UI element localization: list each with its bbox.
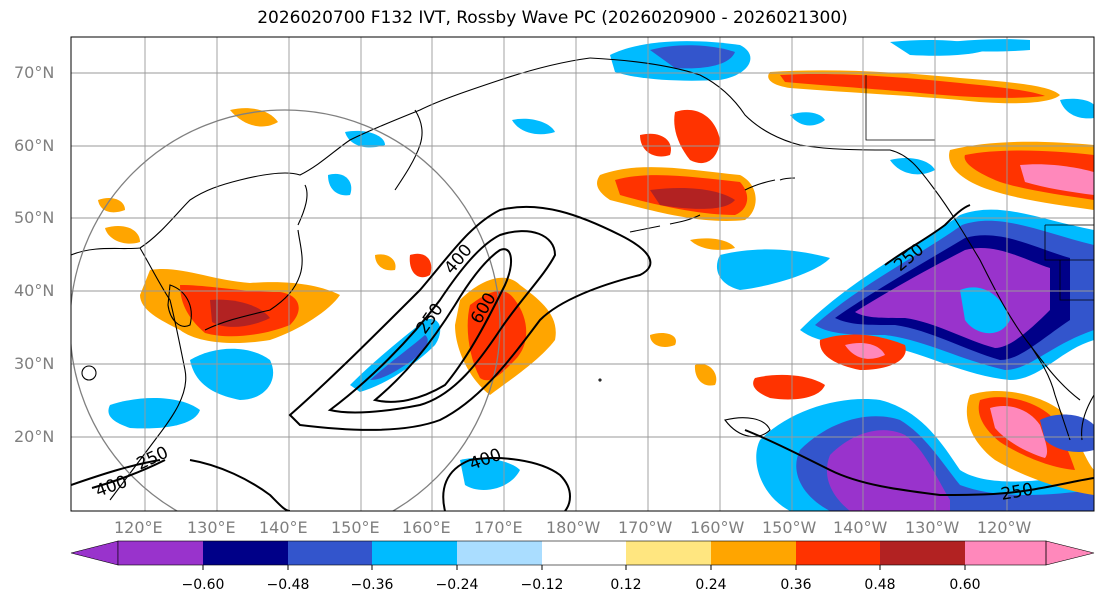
ivt-contours	[71, 204, 1094, 511]
lat-label: 60°N	[14, 136, 55, 155]
lon-label: 130°E	[187, 518, 236, 537]
colorbar-tick-label: −0.36	[350, 577, 394, 593]
colorbar-tick-label: 0.36	[780, 577, 812, 593]
map-frame	[70, 36, 1095, 512]
graticule	[71, 37, 1094, 511]
lon-label: 170°W	[618, 518, 673, 537]
lon-label: 120°W	[977, 518, 1032, 537]
colorbar-segment	[880, 541, 965, 565]
lat-label: 50°N	[14, 208, 55, 227]
colorbar-tick-label: 0.24	[695, 577, 727, 593]
colorbar-tick-label: −0.60	[181, 577, 225, 593]
colorbar-segment	[711, 541, 796, 565]
lon-label: 140°E	[259, 518, 308, 537]
map-area: 400 600 250 400 250 400 250 250	[71, 37, 1094, 511]
contour-label: 250	[134, 443, 172, 475]
colorbar-segment	[372, 541, 457, 565]
lon-label: 170°E	[474, 518, 523, 537]
colorbar-segment	[796, 541, 880, 565]
colorbar-segment	[118, 541, 203, 565]
lat-label: 30°N	[14, 354, 55, 373]
colorbar-tick-label: −0.12	[520, 577, 564, 593]
lon-label: 180°W	[546, 518, 601, 537]
colorbar-segment	[203, 541, 288, 565]
colorbar-extend-low	[70, 540, 119, 566]
lat-label: 20°N	[14, 427, 55, 446]
colorbar-tick-label: −0.24	[435, 577, 479, 593]
lon-label: 150°E	[331, 518, 380, 537]
colorbar	[70, 540, 1095, 570]
lon-label: 160°E	[402, 518, 451, 537]
map-title: 2026020700 F132 IVT, Rossby Wave PC (202…	[257, 8, 848, 28]
colorbar-segment	[542, 541, 626, 565]
contour-label: 400	[441, 240, 477, 278]
colorbar-segment	[288, 541, 372, 565]
colorbar-segment	[626, 541, 711, 565]
shading-layer	[98, 39, 1094, 511]
colorbar-segment	[965, 541, 1046, 565]
colorbar-extend-high	[1045, 540, 1095, 566]
colorbar-tick-label: −0.48	[266, 577, 310, 593]
colorbar-tick-label: 0.48	[864, 577, 896, 593]
lon-label: 130°W	[905, 518, 960, 537]
borders	[865, 75, 1094, 301]
lat-label: 40°N	[14, 281, 55, 300]
colorbar-segment	[457, 541, 542, 565]
colorbar-tick-label: 0.12	[610, 577, 642, 593]
lon-label: 150°W	[762, 518, 817, 537]
lon-label: 140°W	[833, 518, 888, 537]
colorbar-tick-label: 0.60	[949, 577, 981, 593]
coastlines	[71, 57, 1094, 501]
lon-label: 160°W	[690, 518, 745, 537]
lon-label: 120°E	[114, 518, 163, 537]
lat-label: 70°N	[14, 63, 55, 82]
rossby-wave-circle	[71, 109, 501, 511]
